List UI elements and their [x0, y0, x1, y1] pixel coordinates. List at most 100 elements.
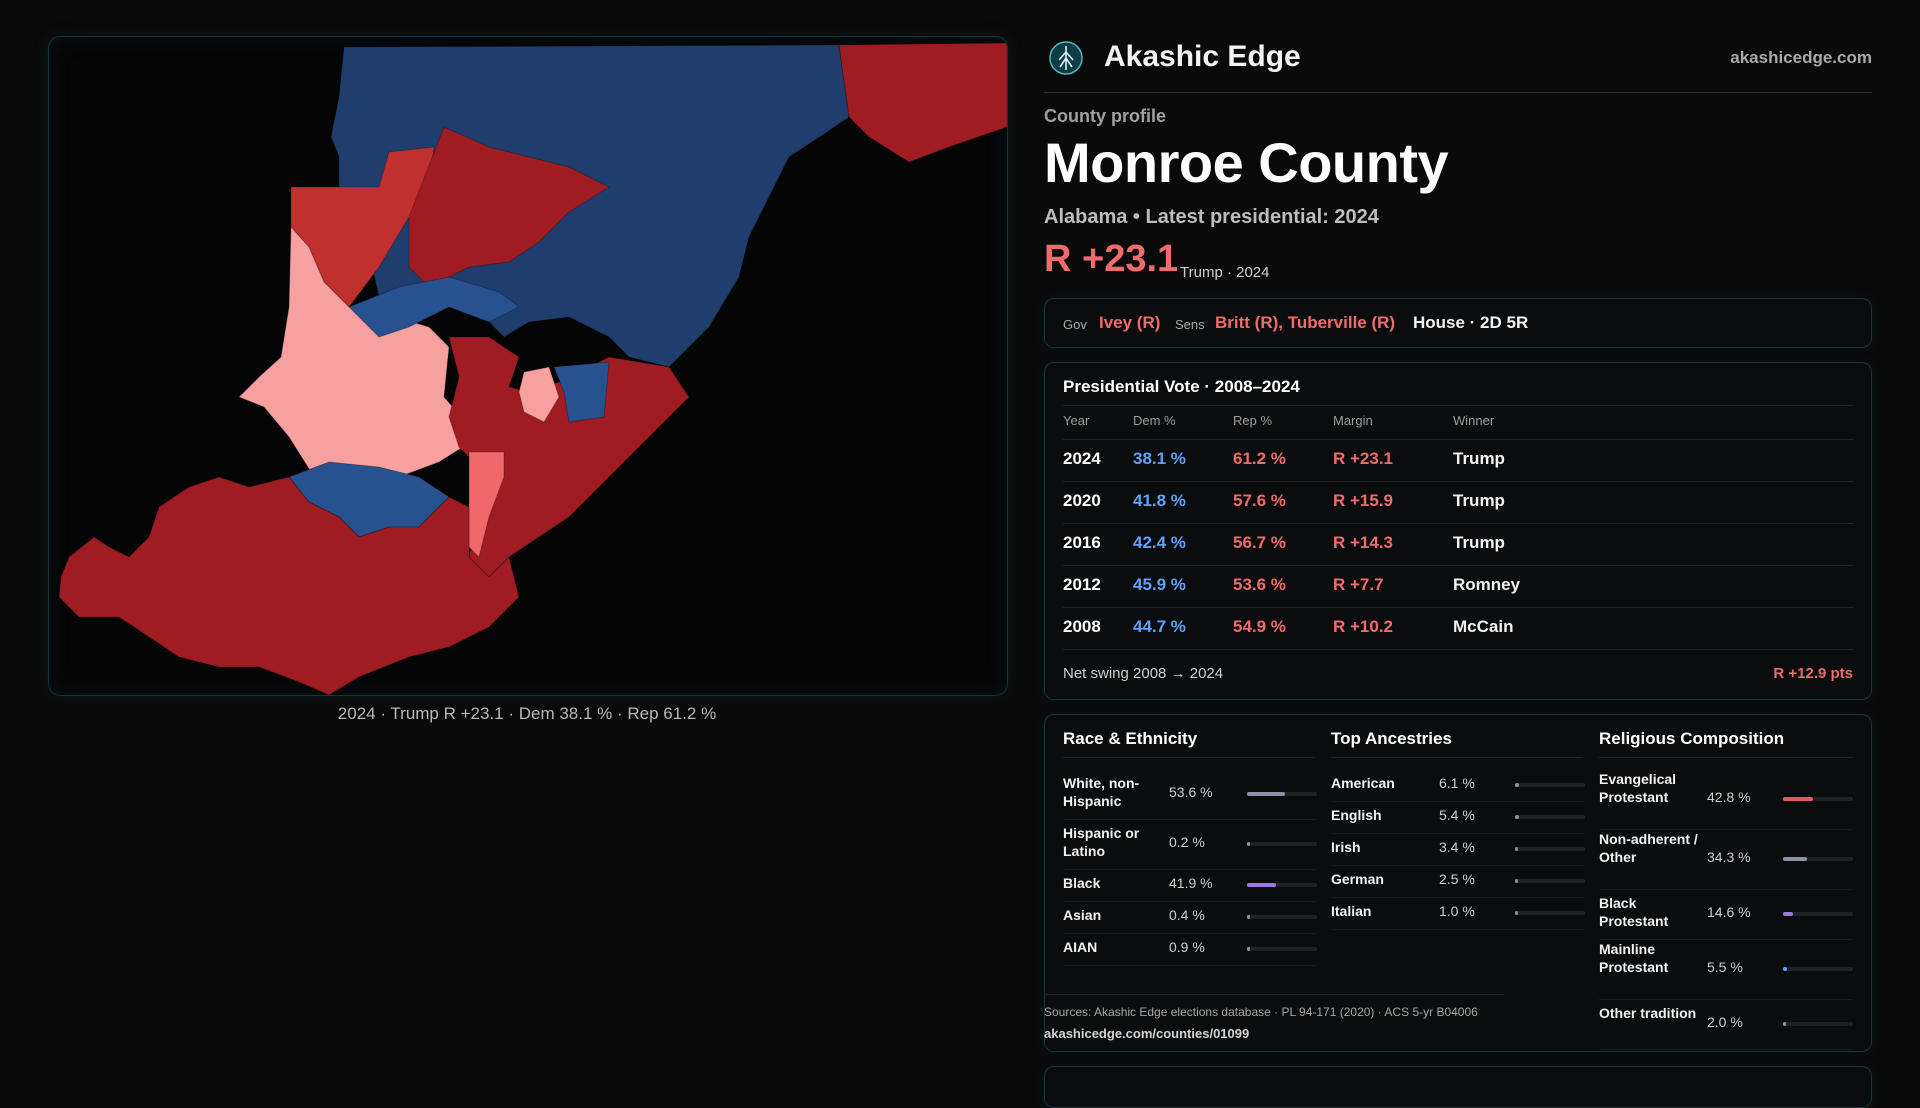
- race-bar-fill: [1247, 915, 1250, 919]
- precinct-map[interactable]: [48, 36, 1008, 696]
- religion-row-value: 2.0 %: [1707, 1014, 1743, 1030]
- col-header-winner: Winner: [1453, 413, 1495, 428]
- ancestry-row-value: 2.5 %: [1439, 871, 1475, 887]
- compass-tree-logo-icon[interactable]: [1048, 40, 1084, 76]
- pres-row-2016-year: 2016: [1063, 533, 1101, 552]
- pres-row-2016-dem: 42.4 %: [1133, 533, 1186, 552]
- demographics-card: Race & Ethnicity Top Ancestries Religiou…: [1044, 714, 1872, 1052]
- divider: [1599, 757, 1853, 758]
- ancestry-bar-track: [1515, 879, 1585, 883]
- pres-row-2012-rep: 53.6 %: [1233, 575, 1286, 594]
- religion-row-value: 14.6 %: [1707, 904, 1751, 920]
- race-bar-track: [1247, 947, 1317, 951]
- ancestry-bar-track: [1515, 847, 1585, 851]
- profile-subtitle: Alabama • Latest presidential: 2024: [1044, 206, 1379, 228]
- ancestry-title: Top Ancestries: [1331, 729, 1452, 748]
- profile-kicker: County profile: [1044, 106, 1166, 126]
- ancestry-row-label: German: [1331, 871, 1384, 887]
- headline-margin-note: Trump · 2024: [1180, 264, 1270, 281]
- race-title: Race & Ethnicity: [1063, 729, 1198, 748]
- pres-row-2024-year: 2024: [1063, 449, 1101, 468]
- race-row-label: Hispanic or Latino: [1063, 825, 1140, 859]
- ancestry-row-value: 1.0 %: [1439, 903, 1475, 919]
- divider: [1063, 405, 1853, 406]
- religion-row-value: 5.5 %: [1707, 959, 1743, 975]
- race-bar-track: [1247, 915, 1317, 919]
- religion-row-label: Non-adherent / Other: [1599, 831, 1698, 865]
- divider: [1331, 865, 1585, 866]
- ancestry-bar-track: [1515, 815, 1585, 819]
- race-bar-track: [1247, 792, 1317, 796]
- map-caption: 2024 · Trump R +23.1 · Dem 38.1 % · Rep …: [337, 704, 717, 723]
- divider: [1044, 994, 1504, 995]
- religion-title: Religious Composition: [1599, 729, 1785, 748]
- ancestry-row-value: 6.1 %: [1439, 775, 1475, 791]
- net-swing-label: Net swing 2008 → 2024: [1063, 665, 1224, 682]
- religion-bar-track: [1783, 967, 1853, 971]
- race-row-label: White, non-Hispanic: [1063, 775, 1140, 809]
- map-region-northeast-rep[interactable]: [838, 42, 1007, 163]
- ancestry-row-label: Italian: [1331, 903, 1372, 919]
- col-header-year: Year: [1063, 413, 1090, 428]
- divider: [1063, 901, 1317, 902]
- pres-row-2016-margin: R +14.3: [1333, 533, 1394, 552]
- gov-label: Gov: [1063, 317, 1087, 332]
- divider: [1063, 649, 1853, 650]
- map-region-small-dem[interactable]: [553, 361, 610, 423]
- next-card: [1044, 1066, 1872, 1108]
- divider: [1063, 965, 1317, 966]
- ancestry-row-label: Irish: [1331, 839, 1361, 855]
- headline-margin: R +23.1: [1044, 238, 1179, 280]
- ancestry-bar-fill: [1515, 815, 1519, 819]
- race-row-value: 41.9 %: [1169, 875, 1213, 891]
- brand-url-link[interactable]: akashicedge.com: [1730, 48, 1872, 67]
- race-row-label: Black: [1063, 875, 1101, 891]
- officials-card: Gov Ivey (R) Sens Britt (R), Tuberville …: [1044, 298, 1872, 348]
- race-bar-fill: [1247, 883, 1277, 887]
- map-region-small-pink[interactable]: [518, 366, 560, 423]
- divider: [1331, 897, 1585, 898]
- divider: [1599, 939, 1853, 940]
- map-region-middle-dem[interactable]: [348, 276, 520, 338]
- map-region-south-rep[interactable]: [58, 476, 520, 695]
- ancestry-bar-fill: [1515, 783, 1520, 787]
- religion-row-value: 34.3 %: [1707, 849, 1751, 865]
- ancestry-bar-fill: [1515, 847, 1518, 851]
- ancestry-row-value: 3.4 %: [1439, 839, 1475, 855]
- ancestry-bar-track: [1515, 911, 1585, 915]
- religion-bar-fill: [1783, 912, 1794, 916]
- religion-row-label: Mainline Protestant: [1599, 941, 1669, 975]
- precinct-map-svg[interactable]: [49, 37, 1007, 695]
- divider: [1599, 829, 1853, 830]
- sens-label: Sens: [1175, 317, 1205, 332]
- religion-bar-track: [1783, 912, 1853, 916]
- race-row-value: 0.4 %: [1169, 907, 1205, 923]
- gov-value: Ivey (R): [1099, 313, 1161, 332]
- sources-url-link[interactable]: akashicedge.com/counties/01099: [1044, 1026, 1250, 1041]
- divider: [1599, 1049, 1853, 1050]
- col-header-margin: Margin: [1333, 413, 1373, 428]
- religion-row-label: Black Protestant: [1599, 895, 1669, 929]
- ancestry-row-label: American: [1331, 775, 1395, 791]
- divider: [1063, 481, 1853, 482]
- ancestry-row-value: 5.4 %: [1439, 807, 1475, 823]
- brand-header: Akashic Edge akashicedge.com: [1044, 36, 1872, 93]
- pres-row-2008-year: 2008: [1063, 617, 1101, 636]
- race-bar-fill: [1247, 947, 1250, 951]
- divider: [1063, 523, 1853, 524]
- net-swing-value: R +12.9 pts: [1773, 665, 1853, 682]
- divider: [1063, 757, 1315, 758]
- pres-row-2008-rep: 54.9 %: [1233, 617, 1286, 636]
- divider: [1063, 607, 1853, 608]
- pres-row-2020-winner: Trump: [1453, 491, 1505, 510]
- religion-bar-track: [1783, 1022, 1853, 1026]
- pres-row-2020-rep: 57.6 %: [1233, 491, 1286, 510]
- religion-bar-track: [1783, 797, 1853, 801]
- religion-row-label: Other tradition: [1599, 1005, 1697, 1021]
- divider: [1331, 801, 1585, 802]
- presidential-vote-card: Presidential Vote · 2008–2024 Year Dem %…: [1044, 362, 1872, 700]
- pres-row-2012-year: 2012: [1063, 575, 1101, 594]
- sens-value: Britt (R), Tuberville (R): [1215, 313, 1396, 332]
- brand-name[interactable]: Akashic Edge: [1104, 40, 1301, 73]
- religion-row-value: 42.8 %: [1707, 789, 1751, 805]
